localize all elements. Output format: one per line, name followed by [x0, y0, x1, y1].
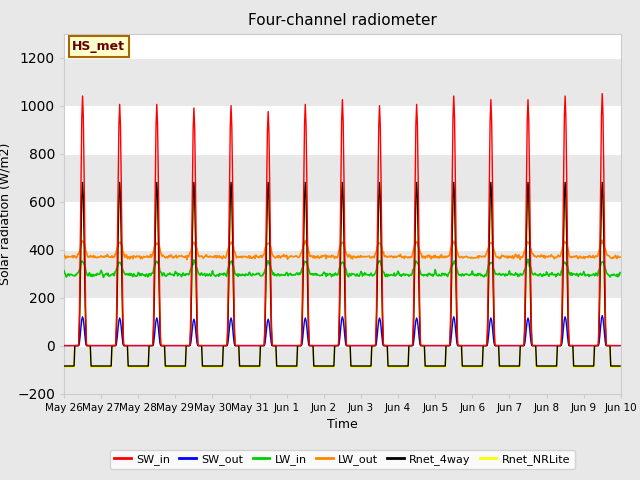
X-axis label: Time: Time: [327, 418, 358, 431]
Legend: SW_in, SW_out, LW_in, LW_out, Rnet_4way, Rnet_NRLite: SW_in, SW_out, LW_in, LW_out, Rnet_4way,…: [110, 450, 575, 469]
Bar: [64, 346, 621, 394]
Bar: [64, 154, 621, 202]
Text: HS_met: HS_met: [72, 40, 125, 53]
Title: Four-channel radiometer: Four-channel radiometer: [248, 13, 437, 28]
Bar: [64, 250, 621, 298]
Y-axis label: Solar radiation (W/m2): Solar radiation (W/m2): [0, 143, 12, 285]
Bar: [64, 58, 621, 106]
